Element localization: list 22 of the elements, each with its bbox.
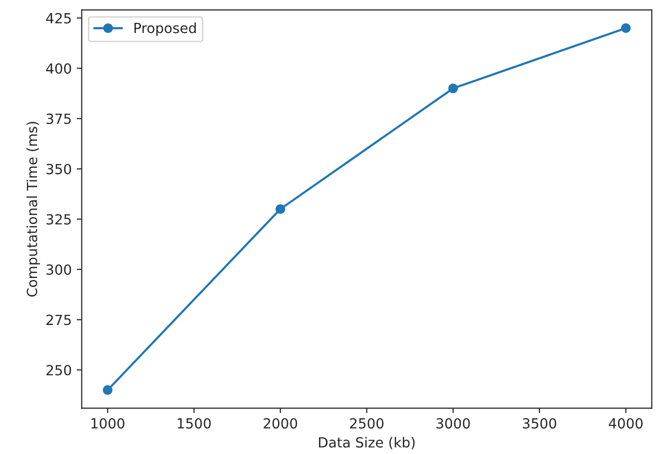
point xyxy=(620,23,631,33)
x-tick-label: 4000 xyxy=(608,418,643,429)
x-tick-label: 2500 xyxy=(350,418,384,429)
y-tick-label: 425 xyxy=(46,13,71,24)
point xyxy=(448,84,458,94)
x-tick-label: 3000 xyxy=(436,418,470,429)
y-tick-label: 325 xyxy=(46,214,71,225)
y-tick-label: 350 xyxy=(46,164,72,174)
x-tick-label: 1500 xyxy=(178,418,211,429)
point xyxy=(102,385,112,395)
x-tick-label: 3500 xyxy=(522,418,556,429)
point xyxy=(276,204,286,214)
legend-label: Proposed xyxy=(134,22,196,36)
y-axis-title: Computational Time (ms) xyxy=(26,122,40,297)
y-tick-label: 250 xyxy=(46,364,72,376)
x-axis-title: Data Size (kb) xyxy=(318,436,415,450)
x-tick-label: 1000 xyxy=(91,418,124,429)
y-tick-label: 300 xyxy=(46,264,72,275)
x-tick-label: 2000 xyxy=(264,418,298,429)
y-tick-label: 275 xyxy=(46,314,71,326)
y-tick-label: 400 xyxy=(46,63,72,74)
y-tick-label: 375 xyxy=(46,114,71,124)
